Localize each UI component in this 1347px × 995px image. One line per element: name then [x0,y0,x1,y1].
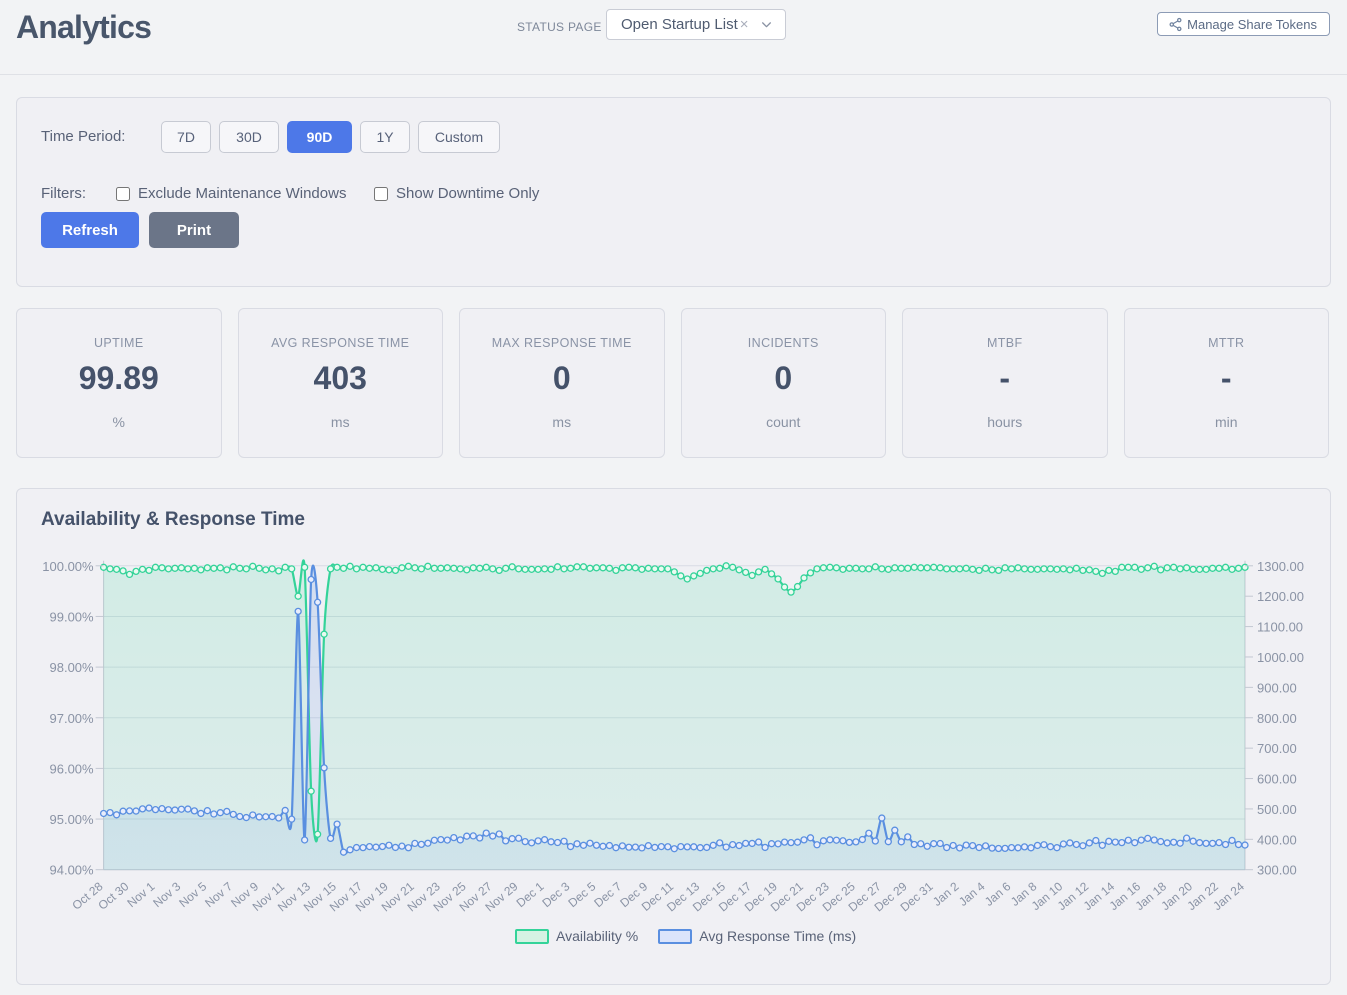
svg-text:Dec 3: Dec 3 [539,879,572,910]
svg-text:400.00: 400.00 [1257,832,1297,847]
svg-text:1200.00: 1200.00 [1257,589,1304,604]
svg-text:96.00%: 96.00% [50,761,95,776]
svg-text:1100.00: 1100.00 [1257,620,1303,635]
svg-text:Jan 2: Jan 2 [930,879,962,909]
svg-text:Jan 6: Jan 6 [982,879,1014,909]
svg-text:Nov 7: Nov 7 [202,879,235,910]
svg-text:94.00%: 94.00% [50,863,95,878]
svg-text:Dec 5: Dec 5 [565,879,598,910]
svg-text:Dec 7: Dec 7 [591,879,624,910]
svg-text:Oct 30: Oct 30 [95,879,131,913]
svg-text:800.00: 800.00 [1257,711,1297,726]
svg-text:700.00: 700.00 [1257,741,1297,756]
svg-text:Jan 4: Jan 4 [956,879,988,909]
svg-text:Nov 5: Nov 5 [176,879,209,910]
svg-text:97.00%: 97.00% [50,711,95,726]
svg-text:1300.00: 1300.00 [1257,559,1304,574]
svg-text:500.00: 500.00 [1257,802,1297,817]
svg-text:300.00: 300.00 [1257,863,1297,878]
svg-text:Dec 1: Dec 1 [514,879,547,910]
svg-text:900.00: 900.00 [1257,680,1297,695]
svg-text:95.00%: 95.00% [50,812,95,827]
svg-text:Nov 1: Nov 1 [124,879,157,910]
svg-text:98.00%: 98.00% [50,660,95,675]
svg-text:1000.00: 1000.00 [1257,650,1304,665]
svg-text:Nov 3: Nov 3 [150,879,183,910]
svg-text:600.00: 600.00 [1257,772,1297,787]
svg-text:100.00%: 100.00% [42,559,94,574]
svg-text:99.00%: 99.00% [50,609,95,624]
